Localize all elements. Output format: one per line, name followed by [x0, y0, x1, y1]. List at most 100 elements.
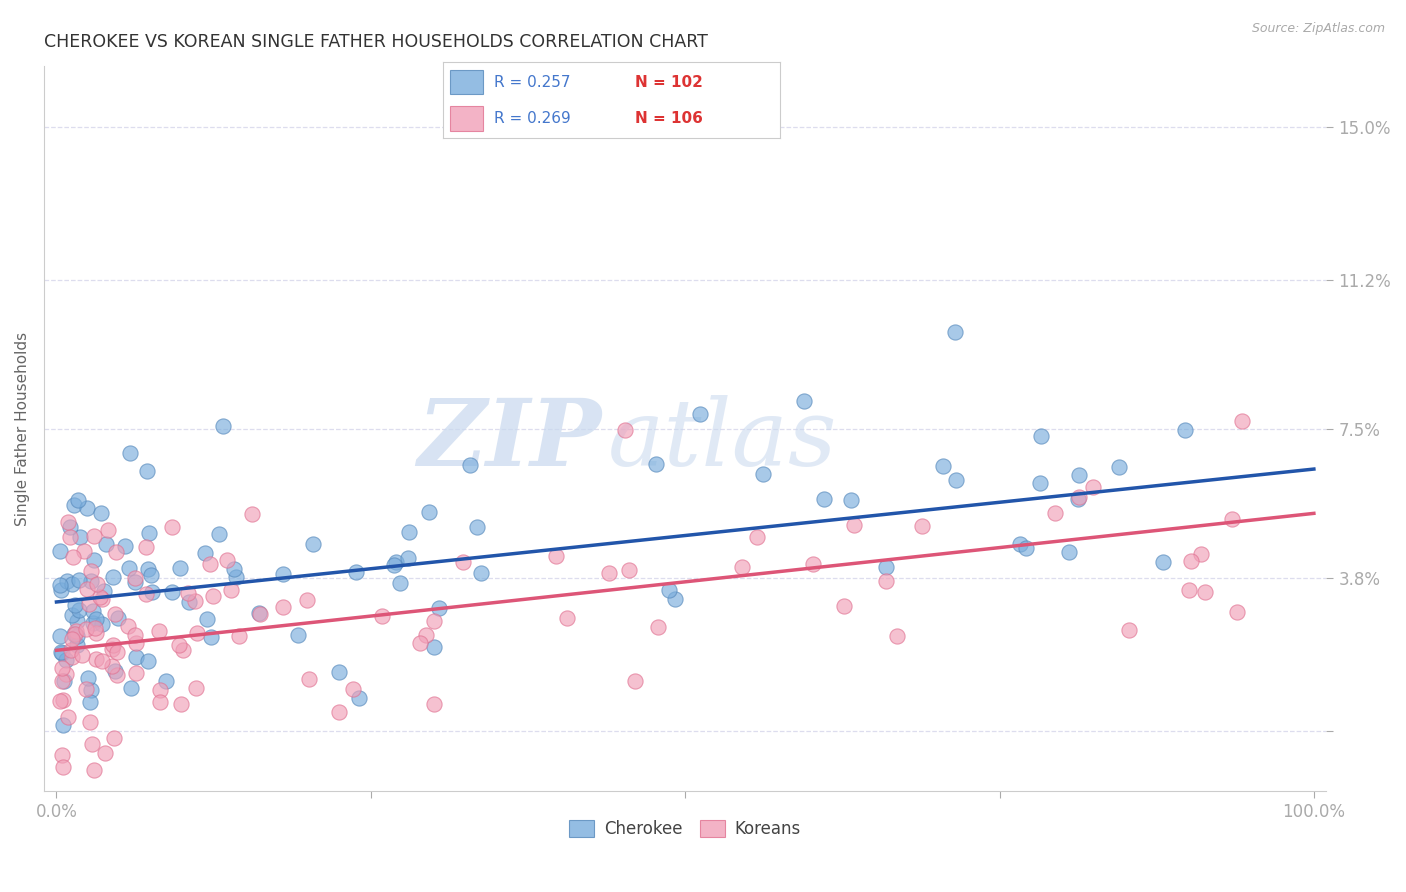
Point — [731, 560, 754, 574]
Point — [60, 643, 83, 657]
Point — [83, 553, 105, 567]
Point — [124, 571, 146, 585]
Point — [107, 610, 129, 624]
Point — [105, 668, 128, 682]
Point — [77, 598, 100, 612]
Point — [82, 603, 104, 617]
Point — [49, 645, 72, 659]
Y-axis label: Single Father Households: Single Father Households — [15, 332, 30, 526]
Point — [271, 566, 294, 581]
Point — [65, 624, 87, 638]
Point — [125, 650, 148, 665]
Point — [60, 608, 83, 623]
Point — [58, 516, 80, 530]
Point — [162, 519, 184, 533]
Point — [177, 586, 200, 600]
Point — [1029, 429, 1052, 443]
Point — [752, 467, 775, 481]
Point — [813, 491, 835, 506]
Text: R = 0.257: R = 0.257 — [494, 75, 569, 90]
Point — [801, 557, 824, 571]
Point — [104, 545, 127, 559]
Point — [1057, 545, 1080, 559]
Point — [84, 652, 107, 666]
Point — [647, 620, 669, 634]
Point — [124, 628, 146, 642]
Point — [875, 559, 897, 574]
Text: ZIP: ZIP — [418, 394, 602, 484]
Point — [82, 616, 104, 631]
Point — [745, 530, 768, 544]
Point — [398, 524, 420, 539]
Point — [1180, 554, 1202, 568]
Point — [1029, 476, 1052, 491]
Point — [49, 694, 72, 708]
Point — [211, 418, 233, 433]
Text: CHEROKEE VS KOREAN SINGLE FATHER HOUSEHOLDS CORRELATION CHART: CHEROKEE VS KOREAN SINGLE FATHER HOUSEHO… — [44, 33, 707, 51]
Point — [125, 636, 148, 650]
Point — [219, 582, 242, 597]
Point — [1008, 537, 1031, 551]
Point — [228, 629, 250, 643]
Point — [1118, 624, 1140, 638]
Point — [1067, 490, 1090, 504]
Point — [105, 645, 128, 659]
Point — [51, 748, 73, 763]
Point — [67, 574, 90, 588]
Point — [141, 584, 163, 599]
Point — [555, 611, 578, 625]
Point — [614, 423, 637, 437]
Point — [832, 599, 855, 613]
Point — [422, 640, 444, 655]
Point — [194, 546, 217, 560]
Point — [66, 638, 89, 652]
Point — [1108, 460, 1130, 475]
Point — [120, 446, 142, 460]
Point — [135, 540, 157, 554]
Point — [104, 664, 127, 678]
Point — [138, 526, 160, 541]
Point — [689, 407, 711, 421]
Point — [200, 557, 222, 571]
Point — [49, 629, 72, 643]
Point — [162, 585, 184, 599]
Point — [118, 561, 141, 575]
Point — [664, 592, 686, 607]
Point — [62, 498, 84, 512]
Point — [1177, 583, 1199, 598]
Point — [79, 695, 101, 709]
Point — [117, 618, 139, 632]
Point — [470, 566, 492, 580]
Text: Source: ZipAtlas.com: Source: ZipAtlas.com — [1251, 22, 1385, 36]
Point — [384, 555, 406, 569]
Point — [617, 563, 640, 577]
Point — [911, 518, 934, 533]
Point — [422, 614, 444, 628]
Point — [793, 393, 815, 408]
Point — [149, 682, 172, 697]
Point — [66, 629, 89, 643]
Point — [136, 654, 159, 668]
Point — [60, 632, 83, 646]
Point — [225, 570, 247, 584]
Point — [80, 737, 103, 751]
Point — [148, 624, 170, 639]
Point — [83, 764, 105, 778]
Point — [80, 564, 103, 578]
Text: N = 102: N = 102 — [636, 75, 703, 90]
Point — [1230, 414, 1253, 428]
Point — [56, 710, 79, 724]
Point — [408, 636, 430, 650]
Point — [53, 673, 76, 688]
Point — [242, 507, 264, 521]
Point — [382, 558, 405, 573]
Point — [342, 682, 364, 697]
Point — [103, 638, 125, 652]
Point — [422, 698, 444, 712]
Point — [298, 672, 321, 686]
Point — [183, 594, 205, 608]
Point — [427, 600, 450, 615]
Point — [52, 692, 75, 706]
Point — [65, 598, 87, 612]
Point — [1067, 491, 1090, 506]
